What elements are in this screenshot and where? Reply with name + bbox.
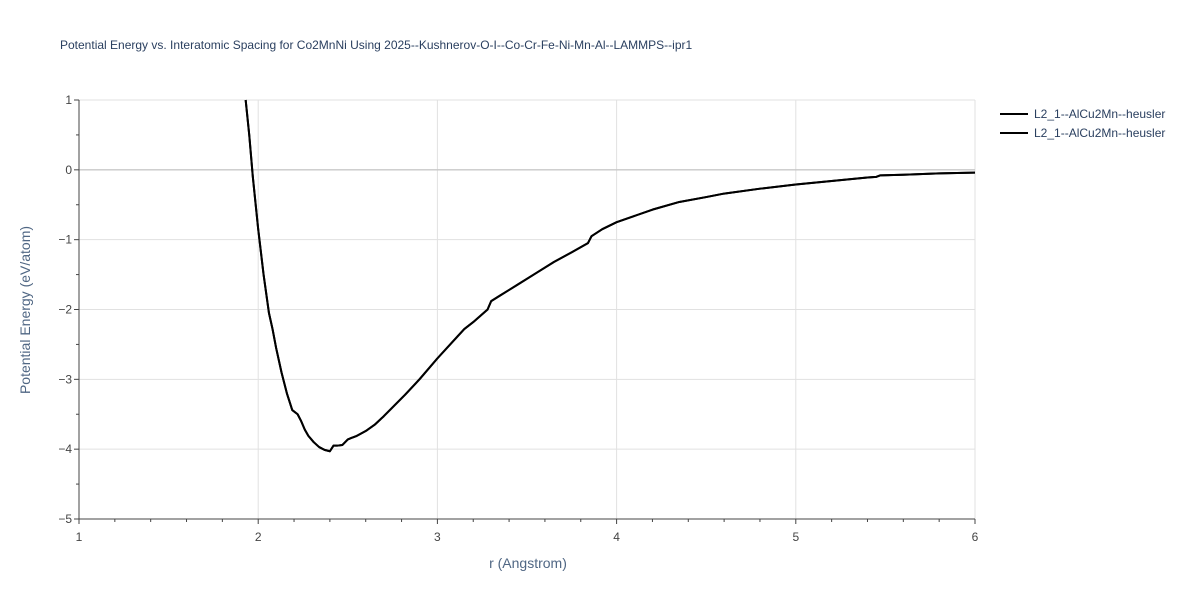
x-tick-label: 4 — [613, 530, 620, 544]
legend-label-1: L2_1--AlCu2Mn--heusler — [1034, 107, 1165, 121]
x-tick-label: 6 — [972, 530, 979, 544]
y-tick-label: −1 — [58, 233, 72, 247]
y-tick-label: 0 — [65, 163, 72, 177]
y-tick-labels: 1 0 −1 −2 −3 −4 −5 — [58, 93, 72, 526]
y-tick-label: −3 — [58, 372, 72, 386]
series-lines — [244, 99, 976, 453]
x-tick-label: 1 — [76, 530, 83, 544]
gridlines — [79, 99, 976, 519]
legend-label-2: L2_1--AlCu2Mn--heusler — [1034, 126, 1165, 140]
x-tick-label: 2 — [255, 530, 262, 544]
axes — [74, 99, 976, 524]
x-tick-label: 3 — [434, 530, 441, 544]
series-line-1 — [244, 99, 976, 453]
x-axis-title: r (Angstrom) — [489, 555, 567, 571]
legend-item-2[interactable]: L2_1--AlCu2Mn--heusler — [1000, 126, 1165, 140]
x-tick-label: 5 — [792, 530, 799, 544]
y-tick-label: −4 — [58, 442, 72, 456]
y-axis-title: Potential Energy (eV/atom) — [17, 226, 33, 394]
x-tick-labels: 1 2 3 4 5 6 — [76, 530, 979, 544]
legend-item-1[interactable]: L2_1--AlCu2Mn--heusler — [1000, 107, 1165, 121]
y-tick-label: 1 — [65, 93, 72, 107]
y-tick-label: −5 — [58, 512, 72, 526]
y-tick-label: −2 — [58, 303, 72, 317]
legend[interactable]: L2_1--AlCu2Mn--heusler L2_1--AlCu2Mn--he… — [1000, 107, 1165, 140]
series-line-2 — [244, 99, 976, 453]
chart-title: Potential Energy vs. Interatomic Spacing… — [60, 38, 693, 52]
